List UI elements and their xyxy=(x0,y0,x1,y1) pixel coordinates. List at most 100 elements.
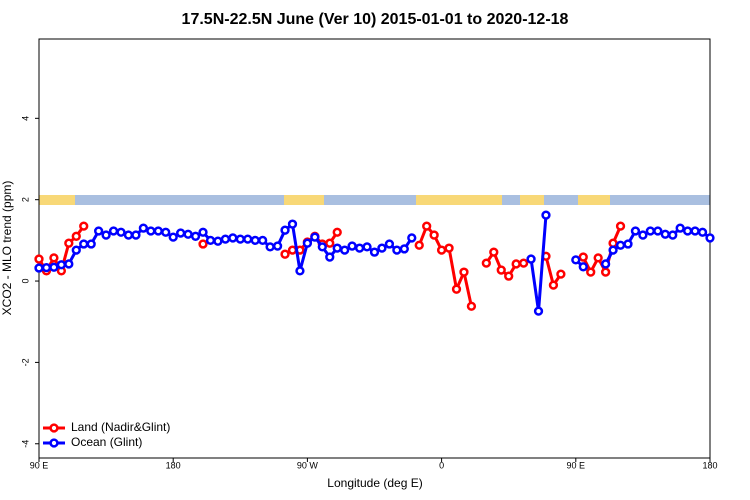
data-point xyxy=(34,254,44,264)
data-point xyxy=(578,252,588,262)
data-point xyxy=(504,271,514,281)
data-point xyxy=(630,226,641,236)
data-point xyxy=(481,258,491,268)
data-point xyxy=(138,223,149,233)
data-point xyxy=(623,239,633,249)
data-point xyxy=(369,247,380,257)
data-point xyxy=(243,234,253,244)
legend-marker xyxy=(49,438,59,448)
data-point xyxy=(593,253,603,263)
x-tick-label: 0 xyxy=(439,460,444,470)
data-point xyxy=(71,231,81,241)
data-point xyxy=(556,269,566,279)
data-point xyxy=(571,255,581,265)
data-point xyxy=(153,226,163,236)
data-point xyxy=(176,228,186,238)
data-point xyxy=(64,238,74,248)
y-tick-label: 0 xyxy=(20,279,30,284)
y-tick-label: 4 xyxy=(20,116,30,121)
data-point xyxy=(354,243,365,253)
data-point xyxy=(511,259,521,269)
data-point xyxy=(459,267,469,277)
y-tick-label: -2 xyxy=(20,358,30,366)
data-point xyxy=(407,233,417,243)
data-point xyxy=(399,244,409,254)
ocean-strip xyxy=(39,195,710,205)
data-point xyxy=(64,259,74,269)
data-point xyxy=(258,235,268,246)
data-point xyxy=(645,226,656,236)
data-point xyxy=(697,227,708,237)
data-point xyxy=(41,262,52,273)
data-point xyxy=(377,243,387,253)
data-point xyxy=(325,252,335,262)
data-point xyxy=(578,262,588,272)
data-point xyxy=(682,226,693,236)
data-point xyxy=(384,239,395,249)
x-axis-label: Longitude (deg E) xyxy=(327,476,422,490)
land-strip xyxy=(416,195,502,205)
data-point xyxy=(615,221,626,231)
data-point xyxy=(436,245,447,255)
data-point xyxy=(668,230,678,240)
legend-label: Ocean (Glint) xyxy=(71,435,142,449)
data-point xyxy=(250,235,260,246)
data-point xyxy=(228,233,238,243)
x-tick-label: 90 E xyxy=(30,460,49,470)
data-point xyxy=(56,260,67,270)
data-point xyxy=(116,227,126,237)
chart-title: 17.5N-22.5N June (Ver 10) 2015-01-01 to … xyxy=(182,11,569,28)
data-point xyxy=(675,223,685,233)
data-point xyxy=(600,267,611,277)
data-point xyxy=(489,247,499,257)
data-point xyxy=(422,221,432,231)
data-point xyxy=(123,230,134,240)
data-point xyxy=(541,210,551,220)
data-point xyxy=(86,239,96,249)
y-tick-label: -4 xyxy=(20,440,30,448)
data-point xyxy=(213,236,223,246)
land-strip xyxy=(284,195,324,205)
data-point xyxy=(586,267,596,277)
data-point xyxy=(444,243,454,253)
data-point xyxy=(108,226,119,236)
map-strip xyxy=(39,195,710,205)
data-point xyxy=(205,235,216,246)
data-point xyxy=(362,242,372,252)
data-point xyxy=(198,239,208,249)
x-tick-label: 180 xyxy=(166,460,181,470)
data-point xyxy=(451,284,462,294)
data-point xyxy=(496,265,506,275)
data-point xyxy=(34,263,44,273)
y-tick-label: 2 xyxy=(20,197,30,202)
data-point xyxy=(548,280,559,290)
data-point xyxy=(638,230,648,240)
legend-label: Land (Nadir&Glint) xyxy=(71,420,170,434)
data-point xyxy=(49,253,59,263)
data-point xyxy=(526,254,536,264)
data-point xyxy=(615,240,626,250)
data-point xyxy=(71,245,81,255)
data-point xyxy=(287,219,298,229)
data-point xyxy=(280,225,290,235)
data-point xyxy=(310,232,320,242)
y-axis-label: XCO2 - MLO trend (ppm) xyxy=(0,181,14,316)
data-point xyxy=(317,242,327,252)
data-point xyxy=(466,301,477,311)
data-point xyxy=(235,234,245,244)
data-point xyxy=(79,221,89,231)
data-point xyxy=(79,239,89,249)
x-tick-label: 90 W xyxy=(297,460,319,470)
data-point xyxy=(325,238,335,248)
legend-marker xyxy=(49,423,59,433)
data-point xyxy=(347,241,357,251)
data-point xyxy=(660,229,670,239)
data-point xyxy=(533,306,544,316)
data-point xyxy=(295,266,305,276)
data-point xyxy=(653,226,663,236)
data-point xyxy=(518,258,529,268)
data-point xyxy=(302,238,313,248)
data-point xyxy=(220,234,231,244)
data-point xyxy=(183,229,193,239)
